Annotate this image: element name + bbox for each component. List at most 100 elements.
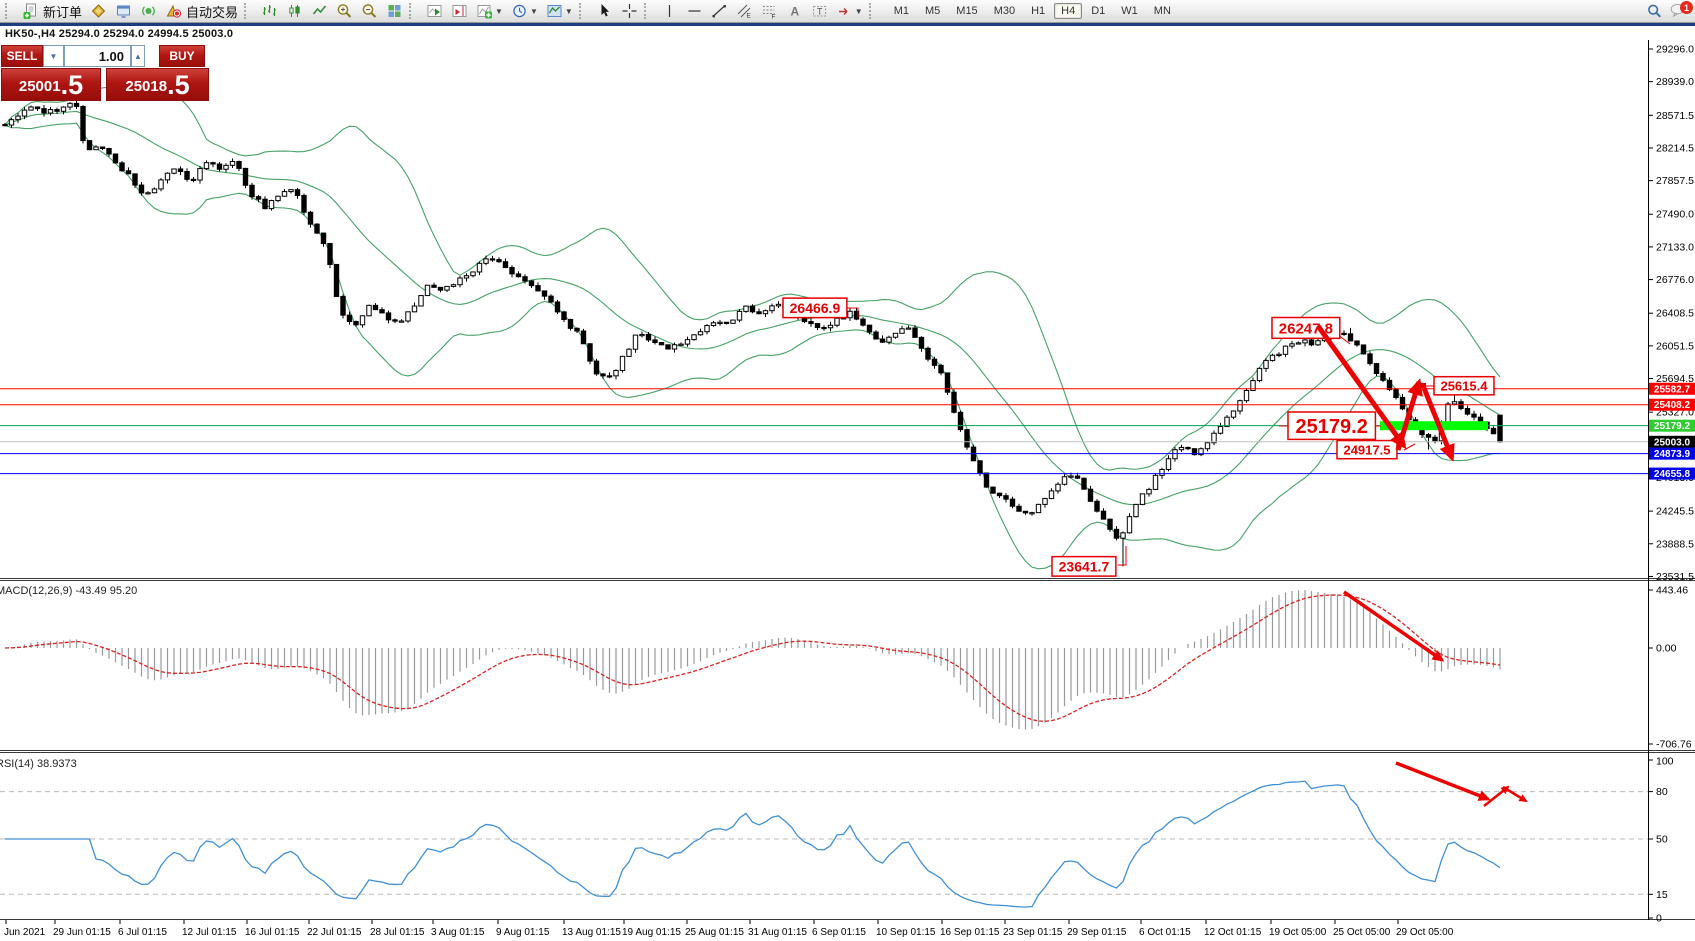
svg-text:27857.5: 27857.5 xyxy=(1656,175,1694,187)
timeframe-M5[interactable]: M5 xyxy=(925,5,941,17)
window-divider xyxy=(0,23,1695,26)
timeframe-H4[interactable]: H4 xyxy=(1054,3,1083,19)
monitor-icon xyxy=(117,5,131,18)
svg-text:12 Oct 01:15: 12 Oct 01:15 xyxy=(1204,927,1262,938)
bar-chart-button[interactable] xyxy=(257,1,282,22)
search-icon[interactable] xyxy=(1646,3,1663,19)
svg-text:E: E xyxy=(746,13,751,20)
horizontal-line-button[interactable] xyxy=(682,1,707,22)
zoom-in-icon xyxy=(337,4,352,18)
svg-text:29 Jun 01:15: 29 Jun 01:15 xyxy=(53,927,111,938)
macd-arrow[interactable] xyxy=(1343,590,1445,662)
zoom-out-icon xyxy=(362,4,377,18)
timeframe-W1[interactable]: W1 xyxy=(1121,5,1138,17)
annotations[interactable]: 26466.9 26247.8 25615.4 25179.2 24917.5 23641… xyxy=(782,297,1495,577)
zoom-out-button[interactable] xyxy=(357,1,382,22)
clock-icon xyxy=(513,4,526,18)
highlight-bar[interactable] xyxy=(1380,421,1488,431)
svg-text:25694.5: 25694.5 xyxy=(1656,373,1694,385)
rsi-axis: 100 80 50 15 0 xyxy=(1648,756,1674,925)
chevron-down-icon: ▼ xyxy=(529,6,538,16)
new-order-button[interactable]: 新订单 xyxy=(18,1,86,22)
template-icon xyxy=(547,5,562,17)
svg-text:24873.9: 24873.9 xyxy=(1654,449,1691,460)
auto-scroll-button[interactable] xyxy=(422,1,447,22)
sell-button[interactable]: SELL xyxy=(1,45,43,67)
broadcast-icon xyxy=(142,6,155,16)
svg-text:Jun 2021: Jun 2021 xyxy=(4,927,46,938)
chart-shift-icon xyxy=(452,5,467,17)
market-window-button[interactable] xyxy=(111,1,136,22)
zoom-in-button[interactable] xyxy=(332,1,357,22)
history-center-button[interactable] xyxy=(86,1,111,22)
svg-text:31 Aug 01:15: 31 Aug 01:15 xyxy=(748,927,807,938)
chart-shift-button[interactable] xyxy=(447,1,472,22)
text-tool-button[interactable]: A xyxy=(782,1,807,22)
line-chart-icon xyxy=(312,5,327,15)
spinner-down-icon: ▼ xyxy=(49,51,58,61)
label-t-icon: T xyxy=(812,6,826,17)
sell-price-int: 25001 xyxy=(18,78,61,95)
tile-windows-button[interactable] xyxy=(382,1,407,22)
buy-button[interactable]: BUY xyxy=(159,45,205,67)
volume-decrease-button[interactable]: ▼ xyxy=(43,45,64,67)
svg-text:24655.8: 24655.8 xyxy=(1654,469,1691,480)
notifications-button[interactable]: 1 xyxy=(1669,1,1693,20)
timeframe-M1[interactable]: M1 xyxy=(893,5,909,17)
buy-price[interactable]: 25018.5 xyxy=(106,68,209,101)
rsi-levels xyxy=(0,791,1648,895)
volume-input[interactable] xyxy=(64,45,131,67)
volume-increase-button[interactable]: ▲ xyxy=(131,45,145,67)
timeframe-D1[interactable]: D1 xyxy=(1091,5,1106,17)
rsi-line xyxy=(5,780,1501,908)
cursor-icon xyxy=(601,4,609,17)
trendline-button[interactable] xyxy=(707,1,732,22)
arrows-tool-button[interactable]: ▼ xyxy=(832,1,867,22)
template-button[interactable]: ▼ xyxy=(542,1,577,22)
text-label-button[interactable]: T xyxy=(807,1,832,22)
svg-text:443.46: 443.46 xyxy=(1656,585,1688,597)
svg-text:26776.0: 26776.0 xyxy=(1656,274,1694,286)
timeframe-MN[interactable]: MN xyxy=(1153,5,1171,17)
sell-price-dec: .5 xyxy=(60,70,84,100)
toolbar-grip[interactable] xyxy=(578,3,588,19)
period-button[interactable]: ▼ xyxy=(507,1,542,22)
trendline-icon xyxy=(712,5,726,18)
toolbar-grip[interactable] xyxy=(643,3,653,19)
svg-text:25582.7: 25582.7 xyxy=(1654,384,1691,395)
toolbar-grip[interactable] xyxy=(868,3,878,19)
toolbar-grip[interactable] xyxy=(409,3,418,19)
svg-text:80: 80 xyxy=(1656,786,1668,798)
add-indicator-icon xyxy=(477,5,493,19)
autotrading-label: 自动交易 xyxy=(186,4,239,20)
vertical-line-button[interactable] xyxy=(657,1,682,22)
new-order-label: 新订单 xyxy=(43,4,83,20)
svg-text:28 Jul 01:15: 28 Jul 01:15 xyxy=(370,927,425,938)
one-click-trading-panel: SELL ▼ ▲ BUY 25001.5 25018.5 xyxy=(1,45,209,101)
toolbar-grip[interactable] xyxy=(244,3,253,19)
svg-text:-706.76: -706.76 xyxy=(1656,739,1692,751)
add-indicator-button[interactable]: ▼ xyxy=(472,1,507,22)
autotrading-button[interactable]: 自动交易 xyxy=(161,1,242,22)
line-chart-button[interactable] xyxy=(307,1,332,22)
trend-arrows[interactable] xyxy=(1315,324,1455,462)
candlestick-chart-button[interactable] xyxy=(282,1,307,22)
chart-canvas[interactable]: 29296.0 28939.0 28571.5 28214.5 27857.5 27490… xyxy=(0,40,1695,941)
timeframe-H1[interactable]: H1 xyxy=(1031,5,1046,17)
svg-text:24245.5: 24245.5 xyxy=(1656,506,1694,518)
cursor-button[interactable] xyxy=(592,1,617,22)
crosshair-button[interactable] xyxy=(617,1,642,22)
buy-price-dec: .5 xyxy=(167,70,190,100)
timeframe-M30[interactable]: M30 xyxy=(993,5,1016,17)
fibonacci-button[interactable]: F xyxy=(757,1,782,22)
chart-ohlc-title: HK50-,H4 25294.0 25294.0 24994.5 25003.0 xyxy=(5,28,234,40)
svg-text:12 Jul 01:15: 12 Jul 01:15 xyxy=(182,927,237,938)
svg-text:15: 15 xyxy=(1656,889,1668,901)
toolbar-grip[interactable] xyxy=(5,3,14,19)
timeframe-M15[interactable]: M15 xyxy=(956,5,978,17)
rsi-arrows[interactable] xyxy=(1395,761,1528,807)
svg-text:25408.2: 25408.2 xyxy=(1654,400,1691,411)
news-broadcast-button[interactable] xyxy=(136,1,161,22)
sell-price[interactable]: 25001.5 xyxy=(1,68,101,101)
equidistant-channel-button[interactable]: E xyxy=(732,1,757,22)
